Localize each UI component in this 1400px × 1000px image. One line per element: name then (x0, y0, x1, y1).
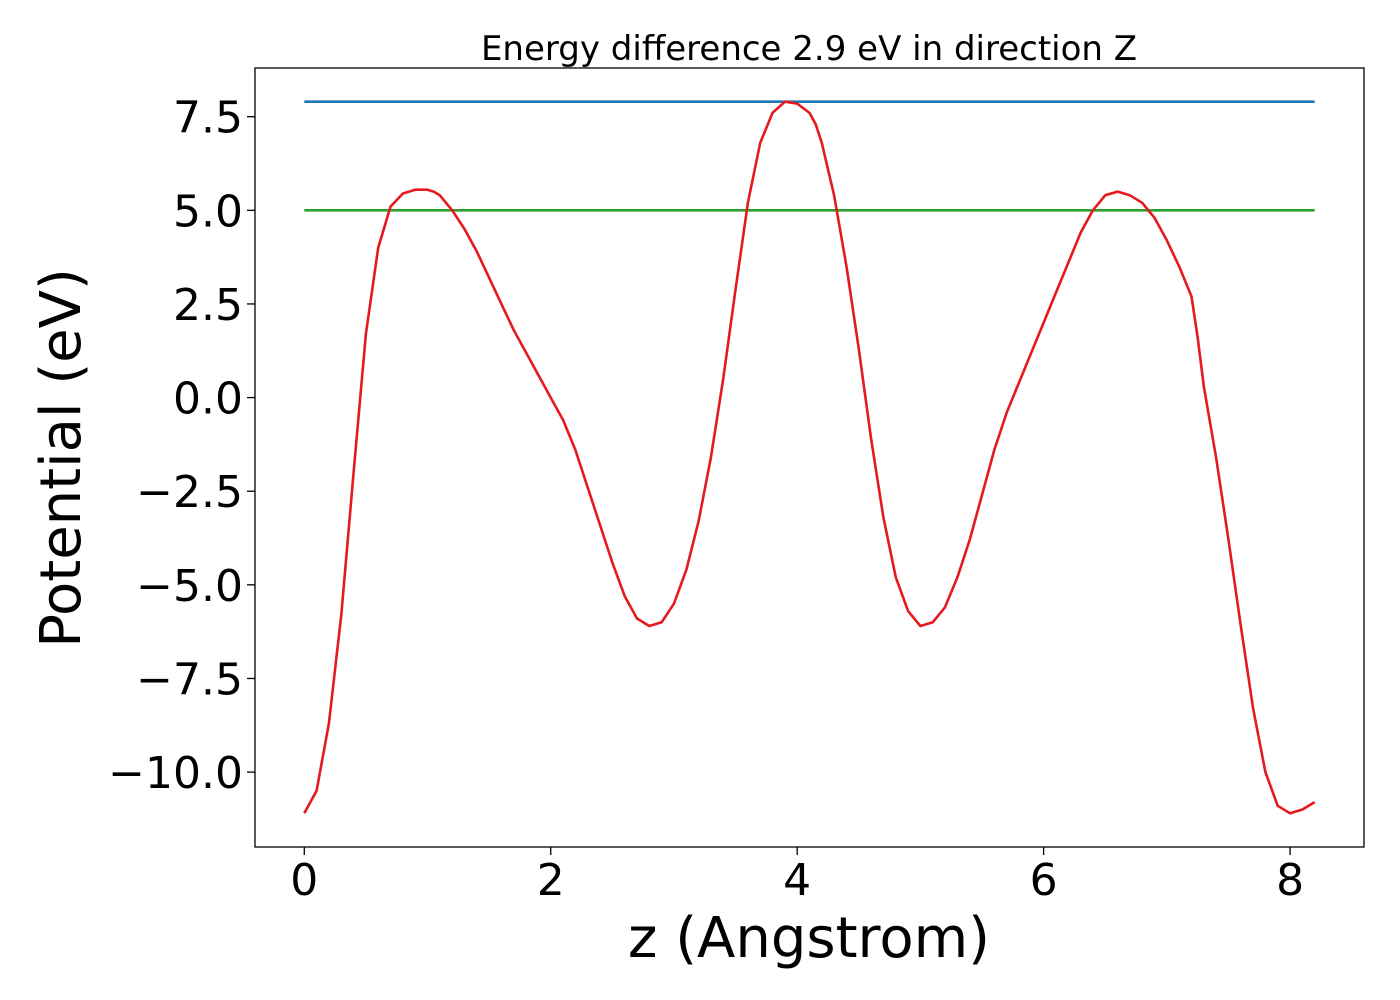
y-tick-label: 2.5 (173, 280, 243, 331)
y-axis-label: Potential (eV) (29, 268, 94, 648)
plot-frame (254, 67, 1365, 848)
y-tick-label: 0.0 (173, 374, 243, 425)
x-tick-label: 6 (1030, 855, 1058, 906)
y-tick-label: −7.5 (136, 654, 243, 705)
x-tick-label: 0 (290, 855, 318, 906)
x-axis-ticks: 0 2 4 6 8 (290, 847, 1304, 906)
y-tick-label: 5.0 (173, 186, 243, 237)
chart-title: Energy difference 2.9 eV in direction Z (481, 29, 1137, 69)
potential-curve (303, 100, 1316, 815)
y-tick-label: −5.0 (136, 561, 243, 612)
y-tick-label: 7.5 (173, 93, 243, 144)
y-tick-label: −10.0 (108, 748, 243, 799)
y-axis-ticks: −10.0 −7.5 −5.0 −2.5 0.0 2.5 5.0 7.5 (108, 93, 255, 799)
x-tick-label: 4 (783, 855, 811, 906)
x-tick-label: 2 (537, 855, 565, 906)
x-axis-label: z (Angstrom) (628, 906, 990, 971)
x-tick-label: 8 (1276, 855, 1304, 906)
y-tick-label: −2.5 (136, 467, 243, 518)
series-layer (303, 100, 1316, 815)
